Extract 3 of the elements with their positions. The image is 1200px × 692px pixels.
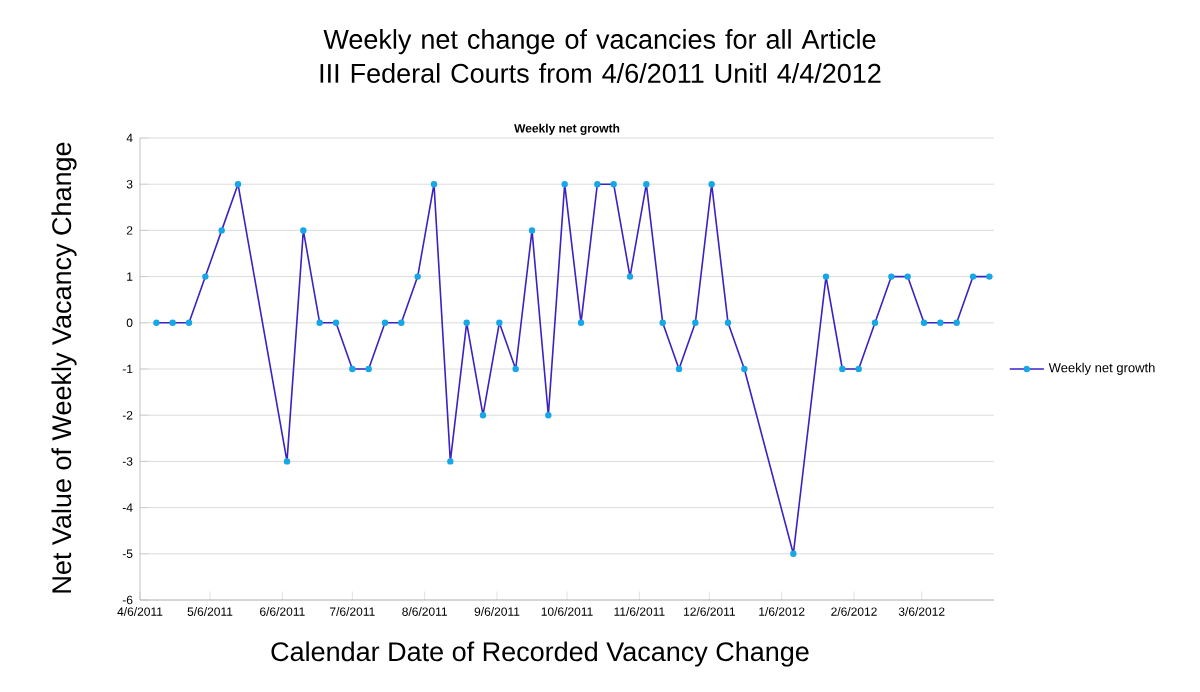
x-axis-title: Calendar Date of Recorded Vacancy Change bbox=[271, 641, 809, 667]
y-axis-title: Net Value of Weekly Vacancy Change bbox=[51, 142, 77, 593]
chart-title: Weekly net change of vacancies for all Article III Federal Courts from 4/6/2011 Unitl 4/4/2012 bbox=[320, 29, 881, 83]
